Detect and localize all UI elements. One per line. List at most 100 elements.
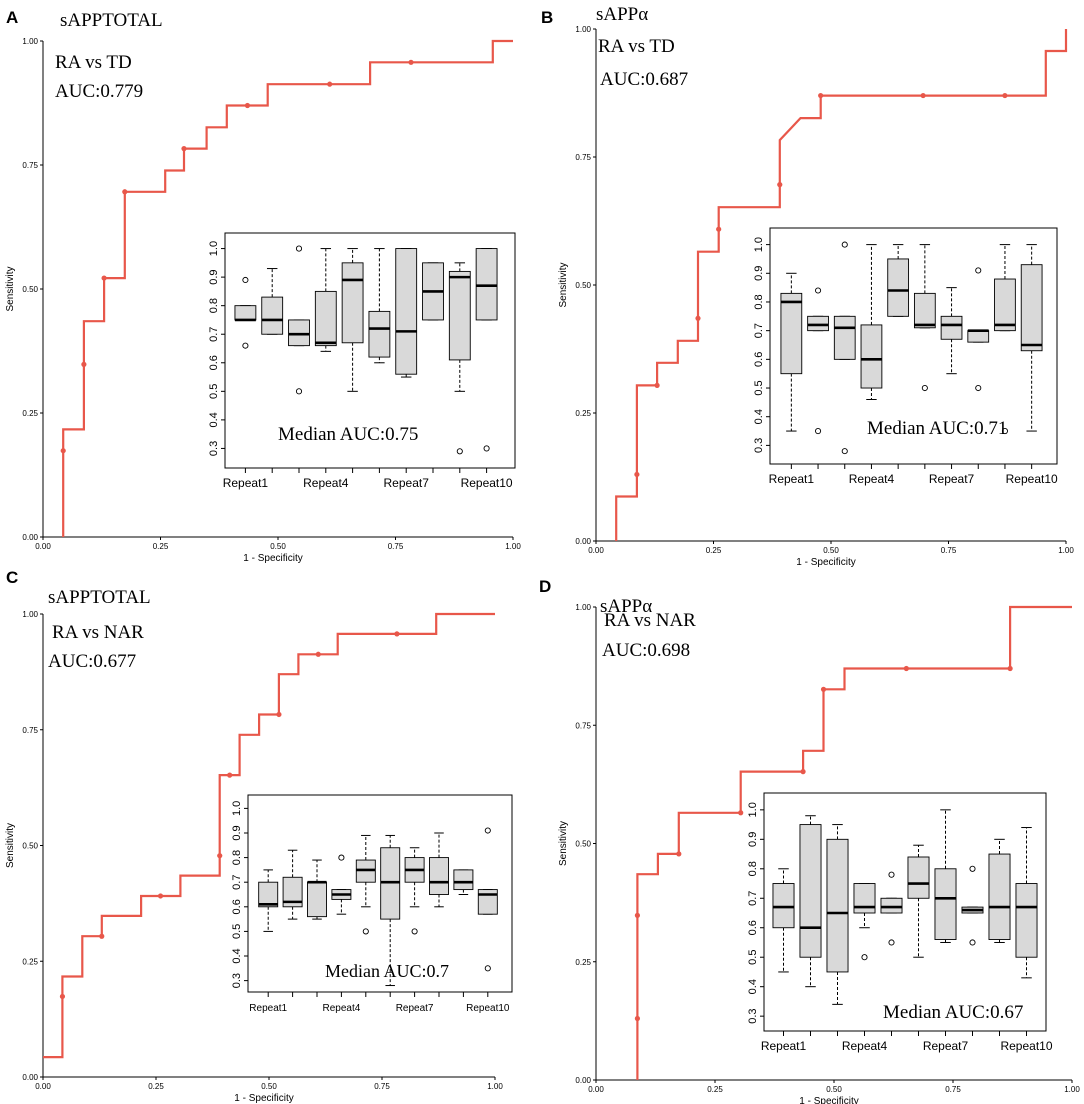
roc-marker [920, 92, 926, 99]
inset-boxplot: 0.3 0.4 0.5 0.6 0.7 0.8 0.9 1.0 Repeat1 Repeat4 Re… [753, 227, 1058, 486]
auc-label: AUC:0.677 [48, 651, 136, 672]
iqr-box [453, 869, 474, 891]
chart-title: sAPPTOTAL [60, 10, 163, 31]
x-axis-label: 1 - Specificity [796, 557, 855, 568]
roc-marker [394, 631, 400, 637]
inset-x-tick-label: Repeat1 [761, 1039, 807, 1053]
box-repeat1 [234, 276, 257, 349]
roc-marker [634, 471, 640, 478]
y-tick-label: 0.75 [22, 726, 38, 735]
iqr-box [341, 262, 364, 344]
y-axis-label: Sensitivity [5, 266, 16, 311]
inset-boxplot: 0.3 0.4 0.5 0.6 0.7 0.8 0.9 1.0 Repeat1 Repeat4 Re… [231, 794, 513, 1014]
box-repeat7 [395, 248, 418, 378]
box-repeat3 [826, 824, 849, 1005]
panel-label: A [6, 8, 18, 27]
box-repeat10 [1020, 244, 1043, 432]
comparison-label: RA vs NAR [52, 622, 144, 643]
y-tick-label: 0.50 [22, 285, 38, 294]
outlier-point [242, 276, 249, 284]
median-auc-label: Median AUC:0.67 [883, 1002, 1023, 1023]
roc-marker [903, 665, 909, 672]
box-repeat2 [799, 815, 822, 988]
x-tick-label: 1.00 [1064, 1085, 1080, 1094]
inset-y-tick-label: 0.8 [231, 850, 243, 865]
iqr-box [282, 876, 303, 908]
inset-x-tick-label: Repeat10 [1006, 472, 1058, 486]
inset-y-tick-label: 0.4 [231, 948, 243, 963]
roc-marker [227, 772, 233, 778]
roc-marker [217, 853, 223, 859]
inset-y-tick-label: 0.8 [747, 861, 759, 876]
iqr-box [799, 824, 822, 958]
inset-y-tick-label: 0.4 [747, 979, 759, 994]
y-tick-label: 0.75 [22, 161, 38, 170]
iqr-box [907, 856, 930, 899]
roc-curve [636, 605, 1072, 1080]
auc-label: AUC:0.687 [600, 69, 688, 90]
x-tick-label: 0.50 [826, 1085, 842, 1094]
iqr-box [988, 853, 1011, 940]
roc-marker [738, 810, 744, 816]
x-tick-label: 0.50 [270, 542, 286, 551]
iqr-box [307, 881, 327, 918]
y-tick-label: 0.00 [22, 1073, 38, 1082]
roc-marker [122, 189, 128, 195]
inset-x-tick-label: Repeat1 [223, 476, 269, 490]
roc-marker [157, 893, 164, 899]
box-repeat8 [961, 865, 984, 946]
outlier-point [295, 245, 303, 252]
inset-x-tick-label: Repeat1 [249, 1003, 287, 1014]
box-repeat6 [907, 844, 930, 958]
x-axis-label: 1 - Specificity [243, 553, 302, 564]
iqr-box [395, 248, 418, 375]
box-repeat7 [934, 809, 957, 943]
box-repeat4 [853, 883, 876, 961]
iqr-box [994, 278, 1016, 332]
iqr-box [880, 897, 903, 914]
y-tick-label: 0.50 [22, 842, 38, 851]
iqr-box [780, 292, 803, 375]
x-tick-label: 0.75 [941, 546, 957, 555]
inset-y-tick-label: 0.5 [753, 380, 765, 395]
roc-marker [676, 851, 682, 857]
iqr-box [1015, 883, 1038, 958]
inset-x-tick-label: Repeat10 [466, 1003, 510, 1014]
median-auc-label: Median AUC:0.71 [867, 418, 1007, 439]
x-axis-label: 1 - Specificity [234, 1093, 293, 1104]
roc-marker [654, 382, 660, 388]
inset-y-tick-label: 0.4 [208, 412, 220, 427]
y-tick-label: 0.75 [575, 721, 591, 730]
y-tick-label: 0.00 [22, 533, 38, 542]
roc-marker [244, 102, 251, 109]
y-tick-label: 1.00 [575, 25, 591, 34]
chart-title: sAPPα [600, 596, 652, 617]
inset-y-tick-label: 0.5 [231, 924, 243, 939]
inset-y-tick-label: 0.6 [747, 920, 759, 935]
y-tick-label: 0.25 [22, 409, 38, 418]
median-auc-label: Median AUC:0.75 [278, 424, 418, 445]
outlier-point [921, 384, 928, 392]
roc-marker [315, 651, 321, 657]
inset-y-tick-label: 0.3 [208, 441, 220, 456]
roc-marker [1002, 92, 1008, 99]
y-axis-label: Sensitivity [558, 821, 569, 866]
outlier-point [969, 939, 976, 946]
outlier-point [338, 854, 345, 861]
inset-y-tick-label: 0.6 [753, 352, 765, 367]
inset-y-tick-label: 0.9 [747, 832, 759, 847]
x-tick-label: 0.75 [374, 1082, 390, 1091]
y-tick-label: 0.50 [575, 840, 591, 849]
iqr-box [913, 292, 936, 329]
inset-x-tick-label: Repeat1 [769, 472, 815, 486]
inset-y-tick-label: 0.3 [231, 973, 243, 988]
outlier-point [815, 428, 822, 435]
inset-x-tick-label: Repeat7 [384, 476, 430, 490]
inset-x-tick-label: Repeat4 [322, 1003, 360, 1014]
box-repeat10 [477, 827, 498, 972]
box-repeat4 [331, 854, 352, 915]
outlier-point [888, 871, 895, 878]
outlier-point [484, 827, 491, 834]
y-tick-label: 0.25 [575, 409, 591, 418]
outlier-point [841, 241, 848, 248]
